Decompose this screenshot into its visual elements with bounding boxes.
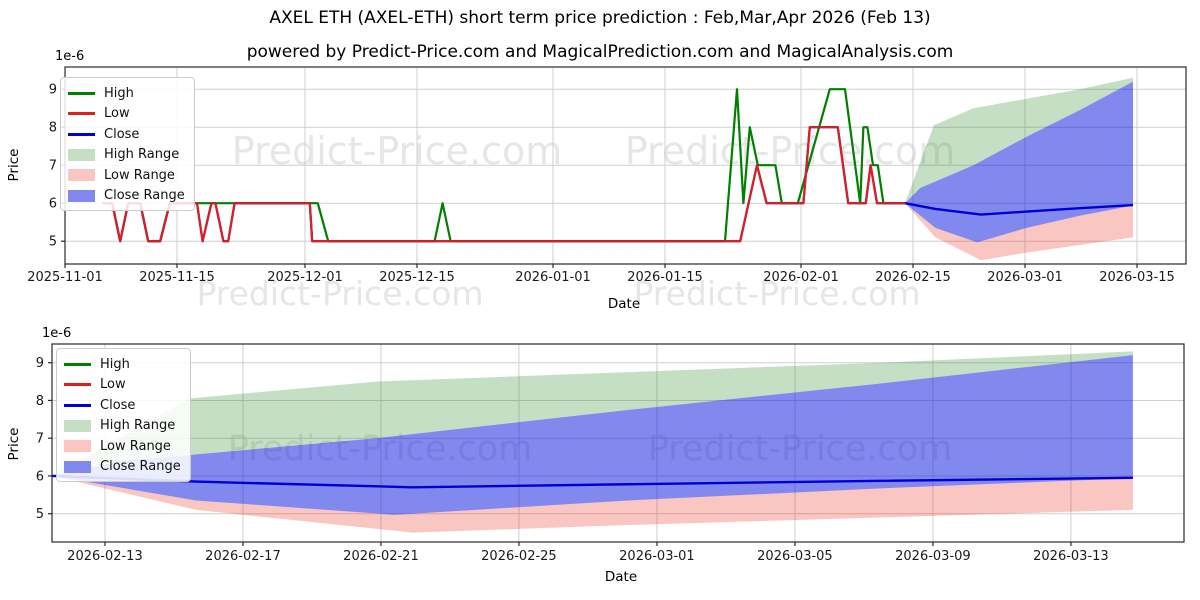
y-tick-label: 6 bbox=[49, 197, 57, 212]
legend-item: Low Range bbox=[68, 165, 185, 186]
legend-item: Close Range bbox=[64, 457, 181, 478]
legend-item-label: Low bbox=[100, 377, 126, 393]
x-tick-label: 2025-11-01 bbox=[27, 270, 103, 285]
legend-item-label: Close bbox=[100, 397, 136, 413]
y-tick-label: 8 bbox=[49, 121, 57, 136]
x-tick-label: 2026-02-15 bbox=[875, 270, 951, 285]
y-tick-label: 7 bbox=[36, 432, 44, 447]
legend-item-label: Low Range bbox=[100, 438, 171, 454]
low-range-band bbox=[52, 475, 1133, 533]
legend-item: Low Range bbox=[64, 436, 181, 457]
y-tick-label: 9 bbox=[36, 356, 44, 371]
high-range-band bbox=[52, 351, 1133, 476]
legend-patch-swatch bbox=[64, 419, 91, 432]
x-tick-label: 2025-12-15 bbox=[379, 270, 455, 285]
x-tick-label: 2026-01-15 bbox=[627, 270, 703, 285]
x-tick-label: 2026-02-21 bbox=[343, 549, 419, 564]
page-title: AXEL ETH (AXEL-ETH) short term price pre… bbox=[269, 8, 931, 28]
x-tick-label: 2026-03-01 bbox=[619, 549, 695, 564]
watermark-text: Predict-Price.com bbox=[196, 274, 483, 313]
low-range-band bbox=[905, 203, 1133, 261]
legend-item-label: High Range bbox=[100, 418, 176, 434]
x-tick-label: 2026-02-01 bbox=[763, 270, 839, 285]
legend-line-swatch bbox=[68, 132, 95, 136]
x-tick-label: 2026-02-13 bbox=[67, 549, 143, 564]
bottom-chart-legend: High Low Close High Range Low Range Close Ran… bbox=[56, 348, 191, 482]
watermark-text: Predict-Price.com bbox=[232, 129, 563, 173]
legend-item-label: Close bbox=[104, 126, 140, 142]
legend-item-label: Low Range bbox=[104, 167, 175, 183]
legend-item-label: High bbox=[104, 85, 134, 101]
legend-item-label: Low bbox=[104, 106, 130, 122]
legend-line-swatch bbox=[64, 403, 91, 407]
legend-line-swatch bbox=[64, 383, 91, 387]
x-tick-label: 2026-02-17 bbox=[205, 549, 281, 564]
legend-line-swatch bbox=[64, 362, 91, 366]
legend-line-swatch bbox=[68, 91, 95, 95]
close-range-band bbox=[905, 81, 1133, 243]
bottom-chart-y-axis-label: Price bbox=[6, 427, 22, 461]
y-tick-label: 9 bbox=[49, 83, 57, 98]
low-line bbox=[102, 126, 905, 243]
x-tick-label: 2025-11-15 bbox=[139, 270, 215, 285]
legend-item: High Range bbox=[64, 416, 181, 437]
close-forecast-line bbox=[904, 202, 1134, 216]
y-tick-label: 7 bbox=[49, 159, 57, 174]
x-tick-label: 2026-03-13 bbox=[1033, 549, 1109, 564]
watermark-text: Predict-Price.com bbox=[625, 129, 956, 173]
legend-item: Low bbox=[68, 104, 185, 125]
high-range-band bbox=[905, 77, 1133, 204]
top-chart-offset-label: 1e-6 bbox=[55, 49, 85, 64]
legend-patch-swatch bbox=[64, 460, 91, 473]
x-tick-label: 2026-03-15 bbox=[1099, 270, 1175, 285]
y-tick-label: 5 bbox=[49, 235, 57, 250]
x-tick-label: 2025-12-01 bbox=[267, 270, 343, 285]
legend-item: Close Range bbox=[68, 186, 185, 207]
top-chart-layer: 2025-11-01 2025-11-15 2025-12-01 2025-12-15… bbox=[27, 66, 1187, 285]
y-tick-label: 5 bbox=[36, 507, 44, 522]
x-tick-label: 2026-03-01 bbox=[987, 270, 1063, 285]
legend-item-label: Close Range bbox=[100, 459, 181, 475]
y-tick-label: 8 bbox=[36, 394, 44, 409]
axes-frame bbox=[51, 343, 1185, 543]
legend-item-label: High bbox=[100, 356, 130, 372]
x-tick-label: 2026-03-05 bbox=[757, 549, 833, 564]
y-tick-label: 6 bbox=[36, 469, 44, 484]
legend-item-label: Close Range bbox=[104, 188, 185, 204]
top-chart-x-axis-label: Date bbox=[607, 296, 641, 312]
legend-item-label: High Range bbox=[104, 147, 180, 163]
legend-item: High bbox=[64, 354, 181, 375]
bottom-chart-x-axis-label: Date bbox=[604, 569, 638, 585]
legend-line-swatch bbox=[68, 112, 95, 116]
close-range-band bbox=[52, 355, 1133, 515]
legend-patch-swatch bbox=[68, 169, 95, 182]
legend-item: High Range bbox=[68, 145, 185, 166]
x-tick-label: 2026-02-25 bbox=[481, 549, 557, 564]
legend-item: Low bbox=[64, 375, 181, 396]
bottom-chart-offset-label: 1e-6 bbox=[42, 326, 72, 341]
top-chart-legend: High Low Close High Range Low Range Close Ran… bbox=[60, 77, 195, 211]
legend-patch-swatch bbox=[64, 440, 91, 453]
legend-patch-swatch bbox=[68, 189, 95, 202]
x-tick-label: 2026-03-09 bbox=[895, 549, 971, 564]
legend-patch-swatch bbox=[68, 148, 95, 161]
x-tick-label: 2026-01-01 bbox=[515, 270, 591, 285]
top-chart-y-axis-label: Price bbox=[6, 148, 22, 182]
legend-item: Close bbox=[64, 395, 181, 416]
legend-item: High bbox=[68, 83, 185, 104]
legend-item: Close bbox=[68, 124, 185, 145]
watermark-text: Predict-Price.com bbox=[633, 274, 920, 313]
bottom-chart-layer: 2026-02-13 2026-02-17 2026-02-21 2026-02-25… bbox=[36, 343, 1185, 564]
page-subtitle: powered by Predict-Price.com and Magical… bbox=[246, 42, 954, 62]
